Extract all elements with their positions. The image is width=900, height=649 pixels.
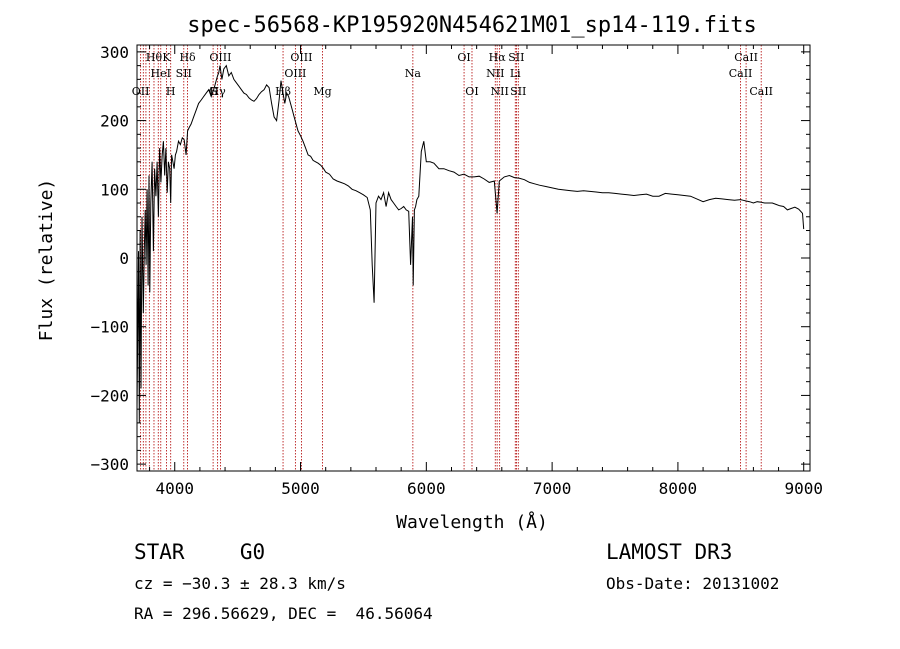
object-class: STAR	[134, 540, 185, 564]
line-marker-label: K	[162, 51, 171, 64]
line-marker-label: OIII	[290, 51, 312, 64]
x-tick-label: 6000	[407, 479, 446, 498]
line-marker-label: Mg	[313, 85, 331, 98]
line-marker-label: Hθ	[146, 51, 163, 64]
line-marker-label: Hγ	[210, 85, 227, 98]
line-marker-label: OI	[457, 51, 470, 64]
line-marker-label: Na	[405, 67, 422, 80]
line-marker-label: OII	[132, 85, 150, 98]
line-marker-label: Li	[510, 67, 521, 80]
line-marker-label: OIII	[284, 67, 306, 80]
spectral-line-labels: OIIHθHeIKHSIIHδGHγOIIIHβOIIIOIIIMgNaOIOI…	[132, 51, 773, 98]
y-axis-label: Flux (relative)	[36, 179, 57, 342]
line-marker-label: NII	[491, 85, 509, 98]
ra-dec-coordinates: RA = 296.56629, DEC = 46.56064	[134, 604, 433, 623]
observation-date: Obs-Date: 20131002	[606, 574, 780, 593]
line-marker-label: SII	[508, 51, 524, 64]
line-marker-label: HeI	[151, 67, 171, 80]
chart-title: spec-56568-KP195920N454621M01_sp14-119.f…	[187, 13, 757, 38]
x-tick-label: 9000	[784, 479, 823, 498]
line-marker-label: SII	[510, 85, 526, 98]
line-marker-label: Hδ	[179, 51, 196, 64]
line-marker-label: CaII	[749, 85, 773, 98]
y-tick-label: 0	[119, 249, 129, 268]
x-tick-label: 7000	[533, 479, 572, 498]
line-marker-label: NII	[486, 67, 504, 80]
line-marker-label: CaII	[734, 51, 758, 64]
y-axis: −300 −200 −100 0 100 200 300	[90, 43, 810, 474]
line-marker-label: Hα	[489, 51, 507, 64]
line-marker-label: SII	[176, 67, 192, 80]
object-subclass: G0	[239, 540, 266, 564]
y-tick-label: −100	[90, 318, 129, 337]
survey-name: LAMOST DR3	[606, 540, 733, 564]
y-tick-label: −200	[90, 386, 129, 405]
redshift-velocity: cz = −30.3 ± 28.3 km/s	[134, 574, 346, 593]
x-axis-label: Wavelength (Å)	[396, 511, 548, 533]
y-tick-label: 100	[100, 180, 129, 199]
spectral-line-markers	[140, 45, 762, 471]
line-marker-label: OIII	[209, 51, 231, 64]
line-marker-label: OI	[465, 85, 478, 98]
line-marker-label: CaII	[729, 67, 753, 80]
y-tick-label: −300	[90, 455, 129, 474]
x-tick-label: 8000	[659, 479, 698, 498]
line-marker-label: H	[166, 85, 176, 98]
x-tick-label: 5000	[281, 479, 320, 498]
y-tick-label: 200	[100, 112, 129, 131]
y-tick-label: 300	[100, 43, 129, 62]
plot-frame	[136, 44, 811, 472]
object-classification: STAR G0	[134, 540, 265, 564]
x-axis: 4000 5000 6000 7000 8000 9000	[149, 45, 823, 498]
spectrum-line	[136, 64, 805, 423]
x-tick-label: 4000	[155, 479, 194, 498]
